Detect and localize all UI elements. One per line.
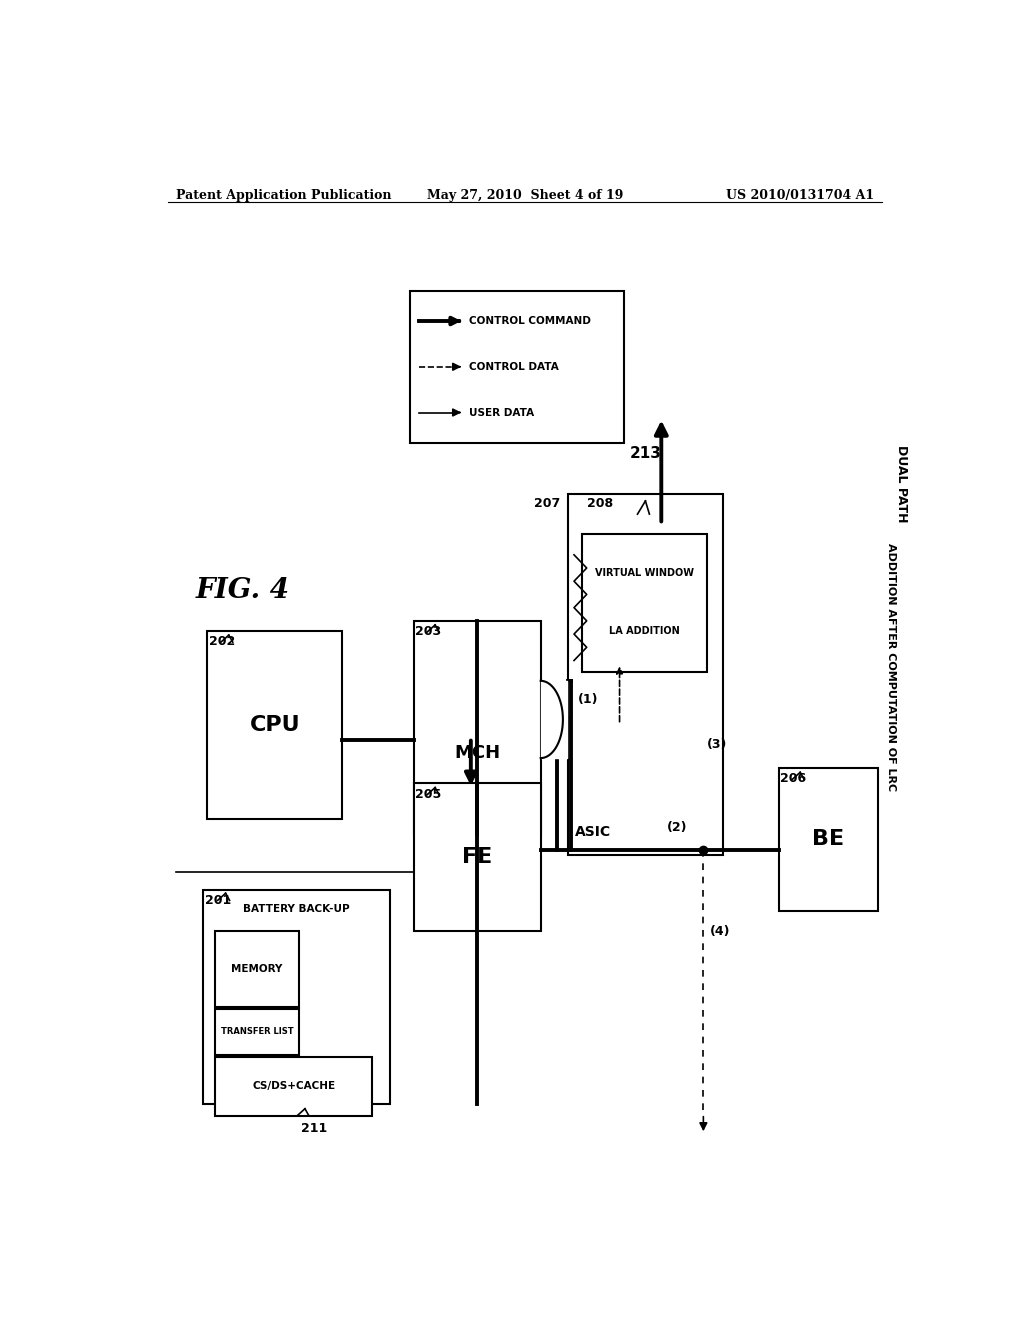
Text: May 27, 2010  Sheet 4 of 19: May 27, 2010 Sheet 4 of 19	[427, 189, 623, 202]
Text: DUAL PATH: DUAL PATH	[895, 445, 908, 523]
Text: BE: BE	[812, 829, 845, 849]
Text: 207: 207	[535, 496, 560, 510]
Text: CS/DS+CACHE: CS/DS+CACHE	[252, 1081, 336, 1092]
Text: BATTERY BACK-UP: BATTERY BACK-UP	[244, 903, 350, 913]
Bar	[215, 1008, 299, 1055]
Text: 206: 206	[780, 772, 807, 785]
Text: FE: FE	[462, 847, 493, 867]
Text: ASIC: ASIC	[574, 825, 611, 840]
Text: (2): (2)	[667, 821, 687, 834]
Text: 213: 213	[630, 446, 662, 461]
Text: CPU: CPU	[250, 715, 300, 735]
Bar	[215, 931, 299, 1007]
Text: (3): (3)	[708, 738, 728, 751]
Bar	[410, 290, 624, 444]
Text: 205: 205	[416, 788, 441, 800]
Text: 202: 202	[209, 635, 236, 648]
Text: US 2010/0131704 A1: US 2010/0131704 A1	[726, 189, 873, 202]
Bar	[568, 494, 723, 854]
Text: (1): (1)	[578, 693, 598, 706]
Text: 203: 203	[416, 624, 441, 638]
Text: MCH: MCH	[454, 744, 501, 762]
Text: USER DATA: USER DATA	[469, 408, 535, 417]
Text: (4): (4)	[710, 924, 730, 937]
Bar	[582, 535, 708, 672]
Text: MEMORY: MEMORY	[231, 964, 283, 974]
Text: 201: 201	[205, 894, 231, 907]
Bar	[207, 631, 342, 818]
Text: LA ADDITION: LA ADDITION	[609, 626, 680, 636]
Bar	[215, 1057, 373, 1115]
Bar	[204, 890, 390, 1104]
Text: 211: 211	[301, 1122, 328, 1135]
Text: VIRTUAL WINDOW: VIRTUAL WINDOW	[595, 568, 694, 578]
Text: CONTROL COMMAND: CONTROL COMMAND	[469, 315, 591, 326]
Text: 208: 208	[587, 496, 612, 510]
Text: Patent Application Publication: Patent Application Publication	[176, 189, 391, 202]
Text: FIG. 4: FIG. 4	[196, 577, 290, 603]
Text: ADDITION AFTER COMPUTATION OF LRC: ADDITION AFTER COMPUTATION OF LRC	[887, 543, 896, 791]
Text: CONTROL DATA: CONTROL DATA	[469, 362, 559, 372]
Bar	[414, 784, 541, 931]
Bar	[414, 620, 541, 834]
Bar	[778, 768, 878, 911]
Text: TRANSFER LIST: TRANSFER LIST	[220, 1027, 293, 1036]
